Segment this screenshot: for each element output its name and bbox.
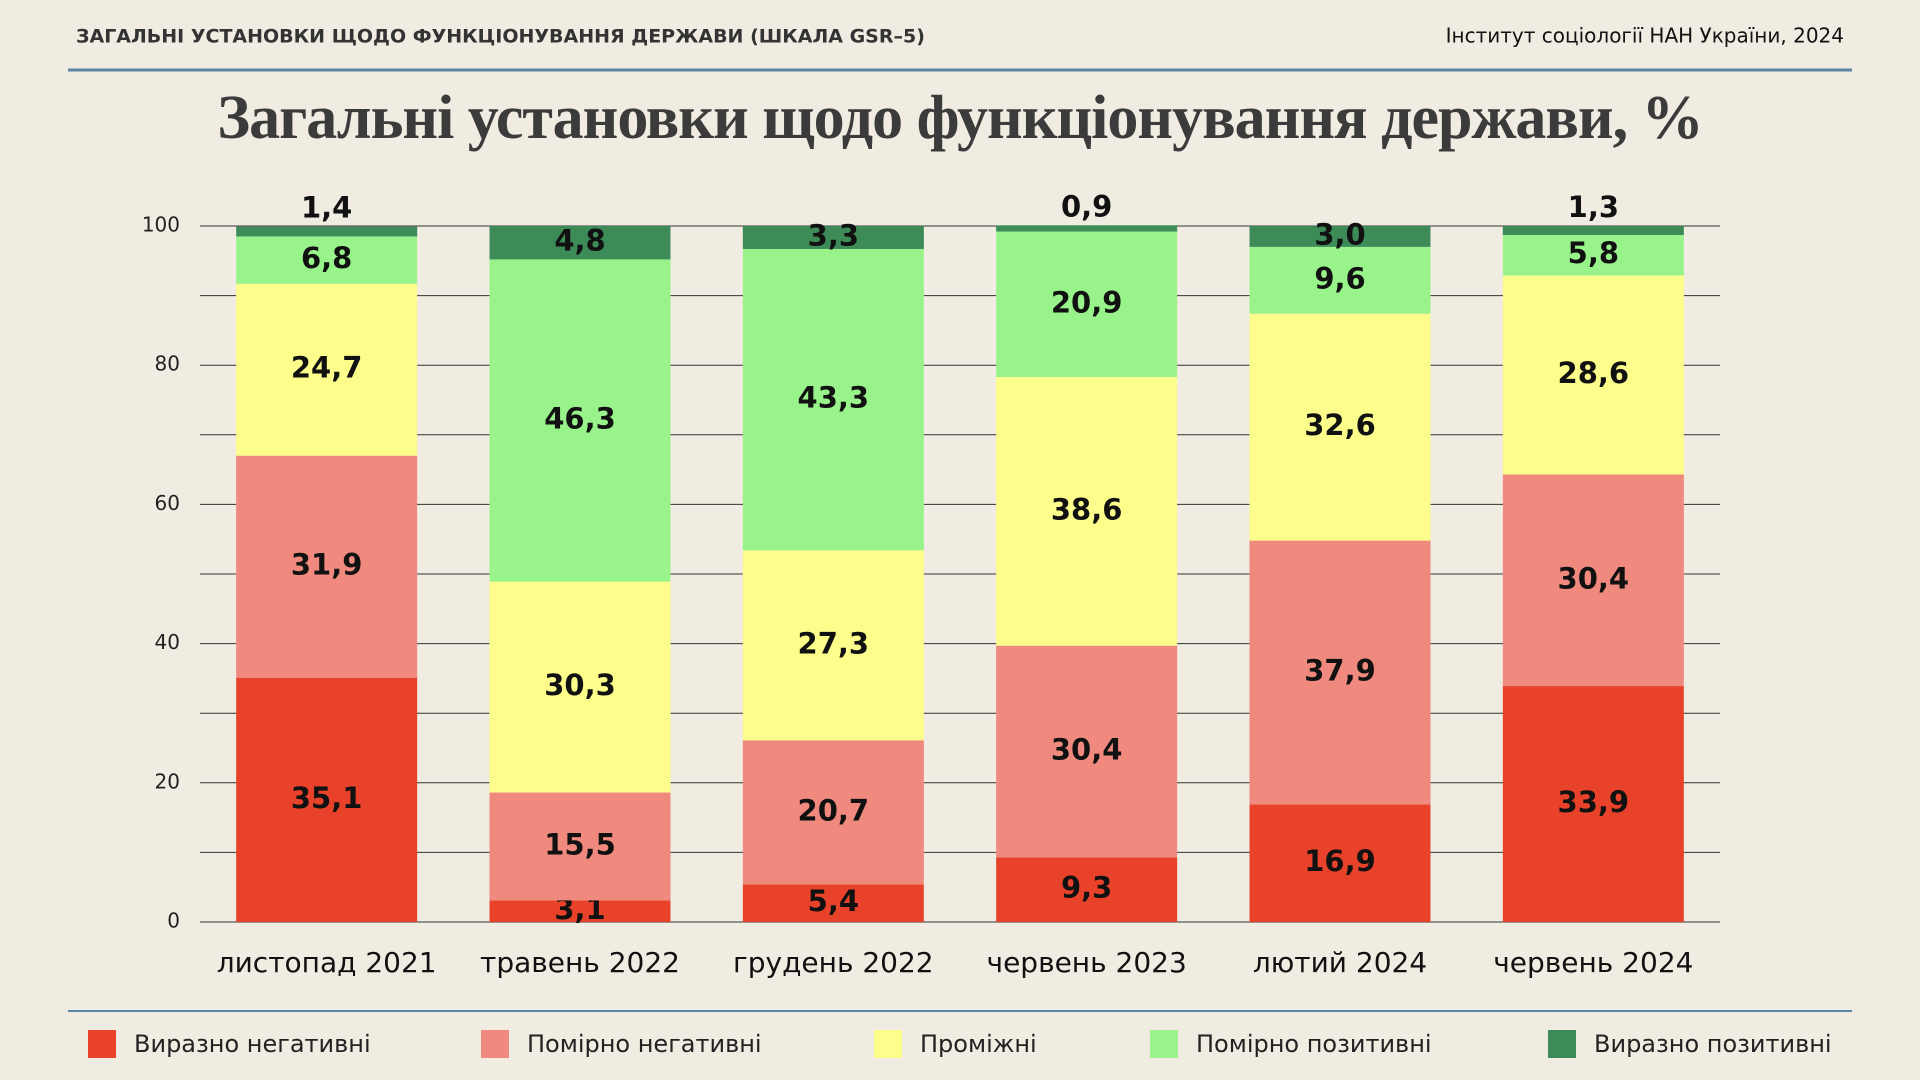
bar-segment xyxy=(489,792,671,901)
value-label: 27,3 xyxy=(798,626,870,660)
x-tick-label: червень 2024 xyxy=(1493,946,1693,979)
chart-title: Загальні установки щодо функціонування д… xyxy=(217,84,1702,152)
x-tick-label: травень 2022 xyxy=(480,946,680,979)
y-tick-label: 0 xyxy=(167,909,180,933)
legend-label: Помірно негативні xyxy=(527,1030,762,1058)
bar-segment xyxy=(236,226,418,237)
legend-label: Проміжні xyxy=(920,1030,1037,1058)
bar-segment xyxy=(1502,275,1684,475)
bar-segment xyxy=(489,259,671,582)
bar-segment xyxy=(489,226,671,260)
legend-label: Помірно позитивні xyxy=(1196,1030,1432,1058)
value-label: 5,8 xyxy=(1568,236,1619,270)
bar-segment xyxy=(236,236,418,284)
x-tick-label: червень 2023 xyxy=(987,946,1187,979)
value-label: 20,9 xyxy=(1051,285,1123,319)
x-tick-label: лютий 2024 xyxy=(1253,946,1427,979)
value-label: 4,8 xyxy=(554,224,605,258)
legend-swatch xyxy=(1150,1030,1178,1058)
value-label: 20,7 xyxy=(798,793,870,827)
y-tick-label: 60 xyxy=(155,491,180,515)
value-label: 37,9 xyxy=(1304,653,1376,687)
value-label: 46,3 xyxy=(544,402,616,436)
bar-segment xyxy=(489,581,671,793)
legend-swatch xyxy=(481,1030,509,1058)
value-label: 30,3 xyxy=(544,668,616,702)
value-label: 31,9 xyxy=(291,548,363,582)
bar-segment xyxy=(1502,235,1684,276)
bar-segment xyxy=(1249,313,1431,541)
value-label: 30,4 xyxy=(1051,732,1123,766)
legend-swatch xyxy=(874,1030,902,1058)
legend-swatch xyxy=(1548,1030,1576,1058)
bar-segment xyxy=(1249,540,1431,805)
y-tick-label: 20 xyxy=(155,769,180,793)
bar-segment xyxy=(489,900,671,922)
bar-segment xyxy=(996,225,1178,232)
bar-segment xyxy=(236,677,418,922)
value-label: 9,6 xyxy=(1314,261,1365,295)
bar-segment xyxy=(236,455,418,678)
y-tick-label: 80 xyxy=(155,352,180,376)
value-label: 32,6 xyxy=(1304,408,1376,442)
legend-label: Виразно негативні xyxy=(134,1030,371,1058)
value-label: 24,7 xyxy=(291,351,363,385)
bar-segment xyxy=(742,226,924,249)
legend-swatch xyxy=(88,1030,116,1058)
value-label: 1,4 xyxy=(301,191,352,225)
bar-segment xyxy=(742,248,924,551)
value-label: 35,1 xyxy=(291,781,363,815)
bar-segment xyxy=(996,377,1178,646)
bar-segment xyxy=(742,884,924,922)
value-label: 9,3 xyxy=(1061,871,1112,905)
value-label: 33,9 xyxy=(1558,785,1630,819)
legend-label: Виразно позитивні xyxy=(1594,1030,1832,1058)
x-tick-label: грудень 2022 xyxy=(733,946,934,979)
y-tick-label: 40 xyxy=(155,630,180,654)
value-label: 16,9 xyxy=(1304,844,1376,878)
bar-segment xyxy=(1249,804,1431,922)
value-label: 1,3 xyxy=(1568,190,1619,224)
value-label: 38,6 xyxy=(1051,492,1123,526)
value-label: 0,9 xyxy=(1061,189,1112,223)
header-right: Інститут соціології НАН України, 2024 xyxy=(1446,24,1844,48)
bar-segment xyxy=(996,857,1178,922)
value-label: 3,0 xyxy=(1314,217,1365,251)
value-label: 43,3 xyxy=(798,381,870,415)
bar-segment xyxy=(236,283,418,456)
bar-segment xyxy=(1502,686,1684,922)
value-label: 30,4 xyxy=(1558,561,1630,595)
bar-segment xyxy=(996,231,1178,378)
bar-segment xyxy=(1249,226,1431,247)
x-tick-label: листопад 2021 xyxy=(217,946,437,979)
bar-segment xyxy=(1502,226,1684,236)
bar-segment xyxy=(742,550,924,741)
bar-segment xyxy=(1502,474,1684,687)
bar-segment xyxy=(1249,246,1431,314)
value-label: 6,8 xyxy=(301,241,352,275)
header-left: ЗАГАЛЬНІ УСТАНОВКИ ЩОДО ФУНКЦІОНУВАННЯ Д… xyxy=(76,26,925,48)
bar-segment xyxy=(996,645,1178,858)
bar-segment xyxy=(742,740,924,885)
value-label: 5,4 xyxy=(808,884,859,918)
y-tick-label: 100 xyxy=(142,213,180,237)
value-label: 28,6 xyxy=(1558,356,1630,390)
value-label: 3,3 xyxy=(808,218,859,252)
value-label: 15,5 xyxy=(544,827,616,861)
